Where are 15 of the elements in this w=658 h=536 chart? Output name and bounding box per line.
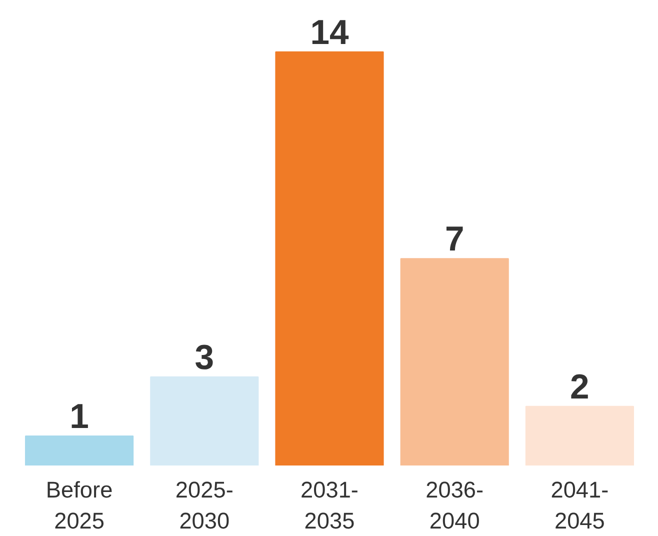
data-label: 7 bbox=[444, 220, 464, 259]
x-tick-label: 2041- 2045 bbox=[550, 476, 609, 534]
data-label: 14 bbox=[310, 14, 350, 52]
bar bbox=[150, 376, 259, 466]
data-label: 3 bbox=[194, 338, 214, 377]
x-tick-label: 2031- 2035 bbox=[300, 476, 358, 534]
data-label: 1 bbox=[70, 398, 89, 436]
bar bbox=[400, 258, 509, 466]
bar bbox=[25, 435, 134, 466]
data-label: 2 bbox=[570, 368, 590, 406]
x-tick-label: 2025- 2030 bbox=[175, 476, 234, 534]
x-tick-label: Before 2025 bbox=[46, 476, 113, 534]
bar bbox=[275, 51, 384, 466]
bar bbox=[525, 406, 634, 466]
x-tick-label: 2036- 2040 bbox=[426, 476, 484, 534]
